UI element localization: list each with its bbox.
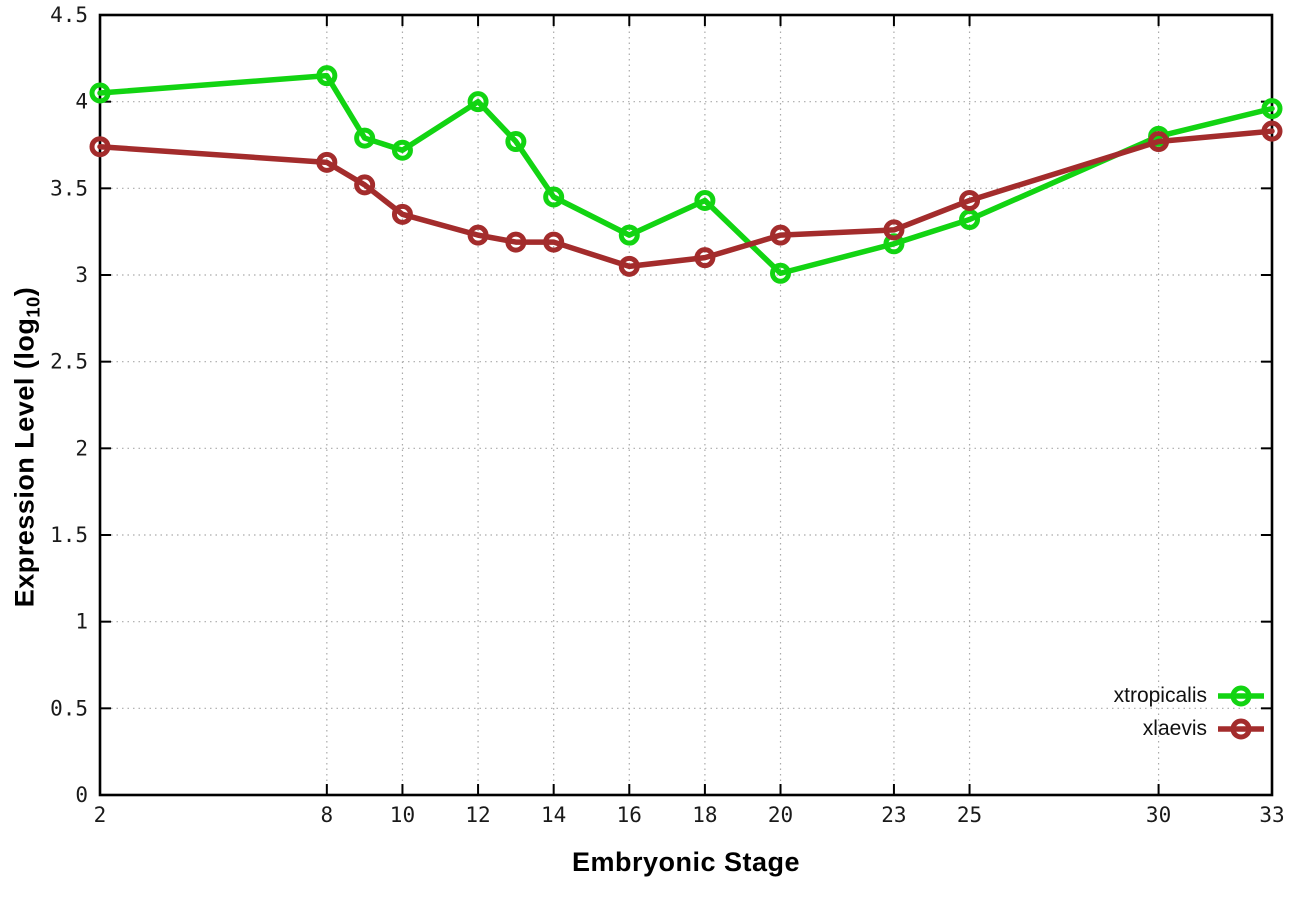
data-point-xtropicalis: [618, 224, 640, 246]
data-point-xlaevis: [959, 189, 981, 211]
data-point-xtropicalis: [1261, 98, 1283, 120]
data-point-xlaevis: [89, 136, 111, 158]
y-tick-label: 3.5: [50, 176, 88, 200]
series-line-xtropicalis: [97, 72, 1275, 277]
legend-item-xlaevis: xlaevis: [1143, 716, 1265, 742]
y-axis-title-subscript: 10: [22, 296, 44, 318]
legend-marker-xlaevis: [1218, 718, 1264, 740]
x-tick-label: 8: [321, 803, 334, 827]
data-point-xtropicalis: [316, 65, 338, 87]
data-point-xlaevis: [354, 174, 376, 196]
data-point-xlaevis: [1261, 120, 1283, 142]
legend-item-xtropicalis: xtropicalis: [1114, 683, 1265, 709]
data-point-xlaevis: [316, 151, 338, 173]
x-tick-label: 16: [617, 803, 642, 827]
data-point-xtropicalis: [505, 131, 527, 153]
data-point-xlaevis: [1148, 131, 1170, 153]
data-point-xlaevis: [543, 231, 565, 253]
data-point-xtropicalis: [959, 209, 981, 231]
x-tick-label: 30: [1146, 803, 1171, 827]
data-point-xtropicalis: [694, 189, 716, 211]
x-axis-title: Embryonic Stage: [571, 847, 801, 877]
y-tick-label: 0.5: [50, 696, 88, 720]
y-tick-label: 4: [75, 90, 88, 114]
x-tick-label: 14: [541, 803, 566, 827]
data-point-xlaevis: [467, 224, 489, 246]
y-tick-label: 1.5: [50, 523, 88, 547]
data-point-xtropicalis: [354, 127, 376, 149]
y-tick-label: 1: [75, 610, 88, 634]
y-tick-label: 2.5: [50, 350, 88, 374]
y-axis-title-suffix: ): [9, 286, 40, 297]
y-tick-label: 4.5: [50, 3, 88, 27]
legend-label: xlaevis: [1142, 717, 1207, 740]
axis-border: [98, 13, 1274, 797]
y-axis-title: Expression Level (log10): [9, 287, 44, 608]
y-axis-title-text: Expression Level (log: [9, 317, 40, 608]
x-tick-label: 12: [465, 803, 490, 827]
data-point-xlaevis: [883, 219, 905, 241]
data-point-xlaevis: [694, 247, 716, 269]
x-tick-label: 20: [768, 803, 793, 827]
legend-marker-xtropicalis: [1218, 685, 1264, 707]
data-point-xtropicalis: [89, 82, 111, 104]
series-line-xlaevis: [97, 128, 1275, 270]
data-point-xlaevis: [770, 224, 792, 246]
y-tick-label: 0: [75, 783, 88, 807]
data-point-xlaevis: [391, 203, 413, 225]
data-point-xtropicalis: [391, 139, 413, 161]
x-tick-label: 18: [692, 803, 717, 827]
legend: xtropicalis xlaevis: [1114, 683, 1265, 742]
x-tick-label: 2: [94, 803, 107, 827]
y-tick-label: 3: [75, 263, 88, 287]
legend-label: xtropicalis: [1113, 684, 1207, 707]
data-point-xlaevis: [505, 231, 527, 253]
data-point-xtropicalis: [770, 262, 792, 284]
data-point-xtropicalis: [543, 186, 565, 208]
x-tick-label: 33: [1259, 803, 1284, 827]
x-tick-label: 10: [390, 803, 415, 827]
data-point-xlaevis: [618, 255, 640, 277]
y-tick-label: 2: [75, 436, 88, 460]
x-tick-label: 25: [957, 803, 982, 827]
data-point-xtropicalis: [467, 91, 489, 113]
x-tick-label: 23: [881, 803, 906, 827]
